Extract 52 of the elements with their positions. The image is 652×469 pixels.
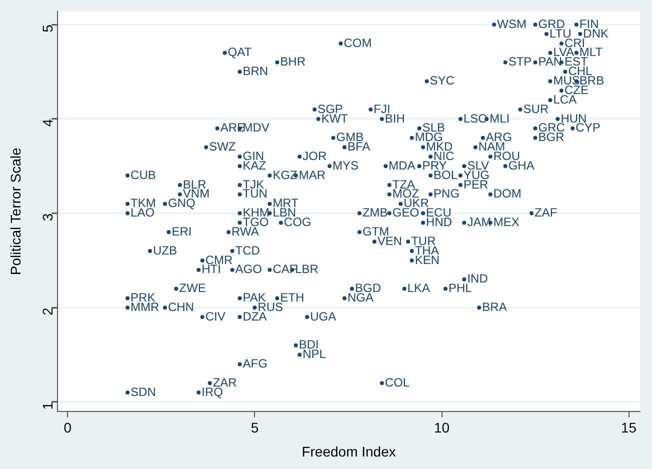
data-label: MEX	[493, 215, 520, 230]
data-label: MDA	[388, 158, 416, 172]
data-label: LKA	[407, 281, 430, 296]
x-tick-label: 10	[434, 420, 450, 436]
data-label: CIV	[205, 309, 226, 324]
data-label: BHR	[280, 54, 306, 69]
data-label: CUB	[130, 168, 156, 182]
data-label: SWZ	[209, 140, 236, 154]
data-label: STP	[508, 54, 532, 69]
data-label: BFA	[348, 140, 370, 154]
data-label: BRA	[482, 300, 507, 314]
data-label: JOR	[302, 148, 327, 163]
data-label: MYS	[332, 158, 359, 172]
y-axis-title: Political Terror Scale	[7, 148, 24, 276]
data-label: WSM	[497, 16, 526, 31]
data-label: SUR	[523, 102, 549, 116]
data-label: UZB	[152, 243, 177, 258]
x-axis-title: Freedom Index	[302, 443, 396, 460]
data-label: AGO	[235, 262, 262, 276]
data-label: BRN	[242, 64, 268, 78]
data-label: SDN	[130, 384, 156, 399]
y-tick-label: 5	[39, 24, 56, 32]
data-label: LAO	[130, 206, 155, 220]
data-label: KGZ	[272, 168, 298, 182]
data-label: COG	[284, 215, 312, 230]
data-label: ERI	[172, 224, 192, 238]
data-label: MAR	[298, 168, 326, 182]
data-label: DOM	[493, 186, 522, 201]
x-tick-label: 5	[250, 420, 259, 436]
data-label: CHN	[168, 300, 194, 314]
data-label: MLI	[490, 111, 510, 126]
data-label: NPL	[302, 347, 326, 362]
data-label: TCD	[235, 243, 260, 258]
data-label: GNQ	[168, 196, 196, 210]
y-tick-label: 4	[39, 118, 56, 127]
data-label: LBR	[295, 262, 319, 276]
y-tick-label: 2	[39, 307, 56, 316]
data-label: AFG	[242, 356, 268, 371]
y-tick-label: 3	[39, 213, 56, 222]
data-label: SYC	[430, 74, 455, 88]
data-label: MDV	[242, 120, 270, 135]
data-label: ZWE	[179, 281, 206, 296]
data-label: ZMB	[362, 206, 388, 220]
data-label: ZAF	[534, 206, 558, 220]
data-label: UGA	[310, 309, 336, 324]
x-tick-label: 0	[64, 420, 72, 436]
x-tick-label: 15	[620, 420, 637, 436]
data-label: COL	[384, 375, 410, 390]
data-label: PNG	[434, 186, 460, 201]
y-tick-label: 1	[39, 402, 56, 410]
data-label: QAT	[228, 45, 252, 60]
data-label: COM	[344, 36, 372, 50]
